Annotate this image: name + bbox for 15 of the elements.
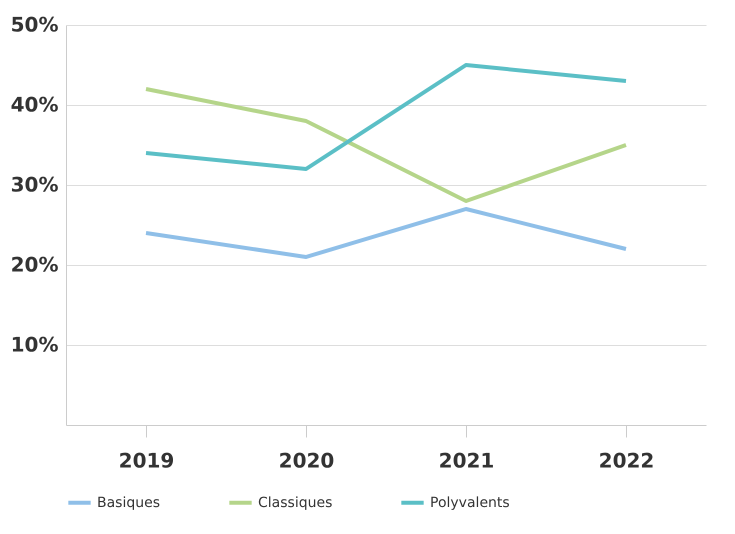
x-tick-label: 2019 bbox=[118, 448, 174, 472]
line-series bbox=[144, 87, 628, 203]
legend-label: Polyvalents bbox=[430, 494, 510, 511]
y-tick-label: 40% bbox=[10, 92, 58, 116]
line-series bbox=[144, 207, 628, 259]
x-tick-label: 2022 bbox=[598, 448, 654, 472]
y-tick-label: 20% bbox=[10, 252, 58, 276]
x-tick-label: 2020 bbox=[278, 448, 334, 472]
line-series bbox=[144, 63, 628, 171]
y-tick-label: 50% bbox=[10, 12, 58, 36]
legend-label: Classiques bbox=[258, 494, 332, 511]
x-tick-label: 2021 bbox=[438, 448, 494, 472]
y-tick-label: 10% bbox=[10, 332, 58, 356]
legend-label: Basiques bbox=[97, 494, 160, 511]
y-tick-label: 30% bbox=[10, 172, 58, 196]
